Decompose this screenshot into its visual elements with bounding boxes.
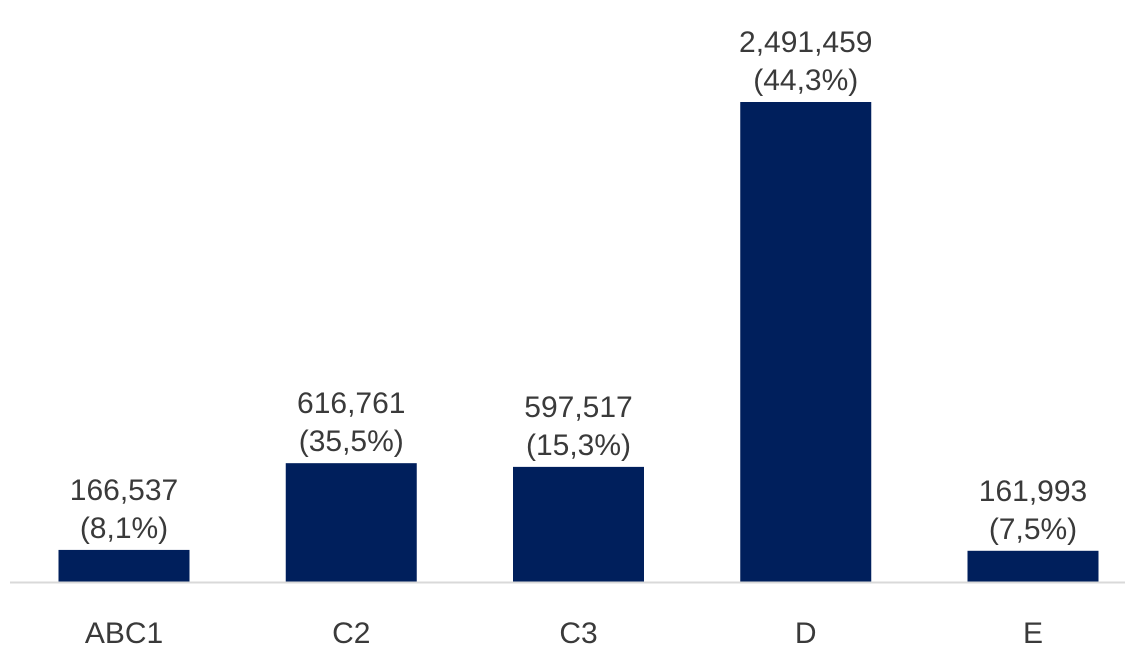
- percent-label-d: (44,3%): [753, 64, 858, 97]
- tick-label-e: E: [1023, 617, 1043, 646]
- bar-abc1: [58, 549, 190, 582]
- bar-e: [967, 550, 1099, 582]
- bar-c2: [285, 463, 417, 582]
- value-label-c2: 616,761: [297, 387, 405, 420]
- tick-label-d: D: [795, 617, 817, 646]
- percent-label-abc1: (8,1%): [80, 512, 168, 545]
- value-label-e: 161,993: [979, 475, 1087, 508]
- value-label-c3: 597,517: [524, 391, 632, 424]
- category-tick-labels-group: ABC1 C2 C3 D E: [85, 617, 1043, 646]
- tick-label-c2: C2: [332, 617, 370, 646]
- value-label-abc1: 166,537: [70, 474, 178, 507]
- percent-label-c2: (35,5%): [299, 425, 404, 458]
- tick-label-c3: C3: [559, 617, 597, 646]
- bar-d: [740, 102, 872, 582]
- tick-label-abc1: ABC1: [85, 617, 163, 646]
- value-labels-group: 166,537 (8,1%) 616,761 (35,5%) 597,517 (15,3%…: [70, 26, 1087, 546]
- bar-c3: [513, 466, 644, 582]
- value-label-d: 2,491,459: [739, 26, 872, 59]
- bars-group: [58, 102, 1099, 582]
- percent-label-e: (7,5%): [989, 513, 1077, 546]
- percent-label-c3: (15,3%): [526, 429, 631, 462]
